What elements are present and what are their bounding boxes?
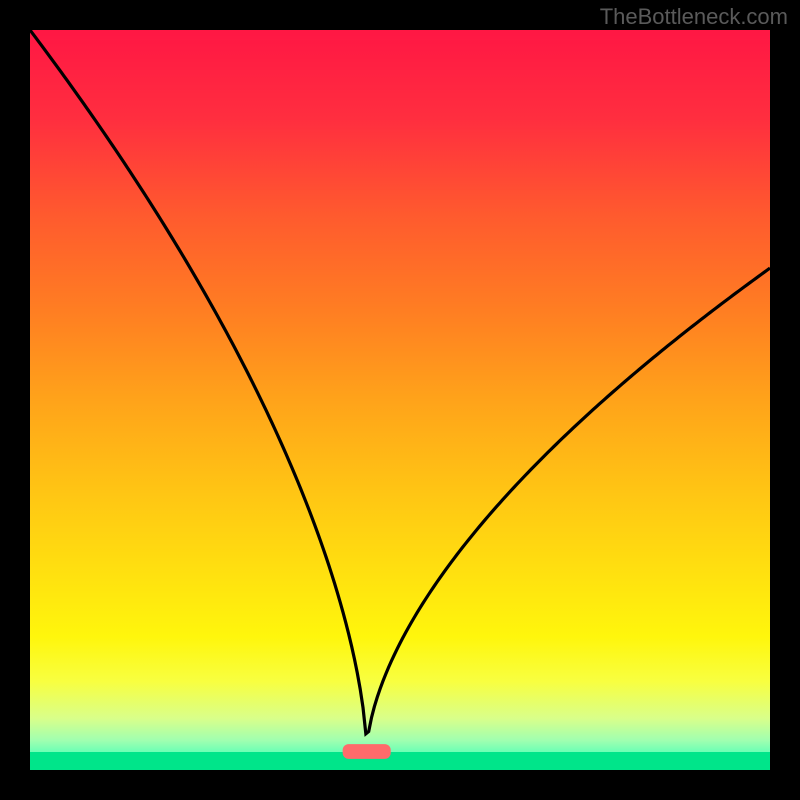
watermark-text: TheBottleneck.com [600, 4, 788, 30]
optimum-marker [343, 744, 391, 759]
bottleneck-curve [30, 30, 770, 734]
curve-layer [30, 30, 770, 770]
chart-container: TheBottleneck.com [0, 0, 800, 800]
plot-area [30, 30, 770, 770]
